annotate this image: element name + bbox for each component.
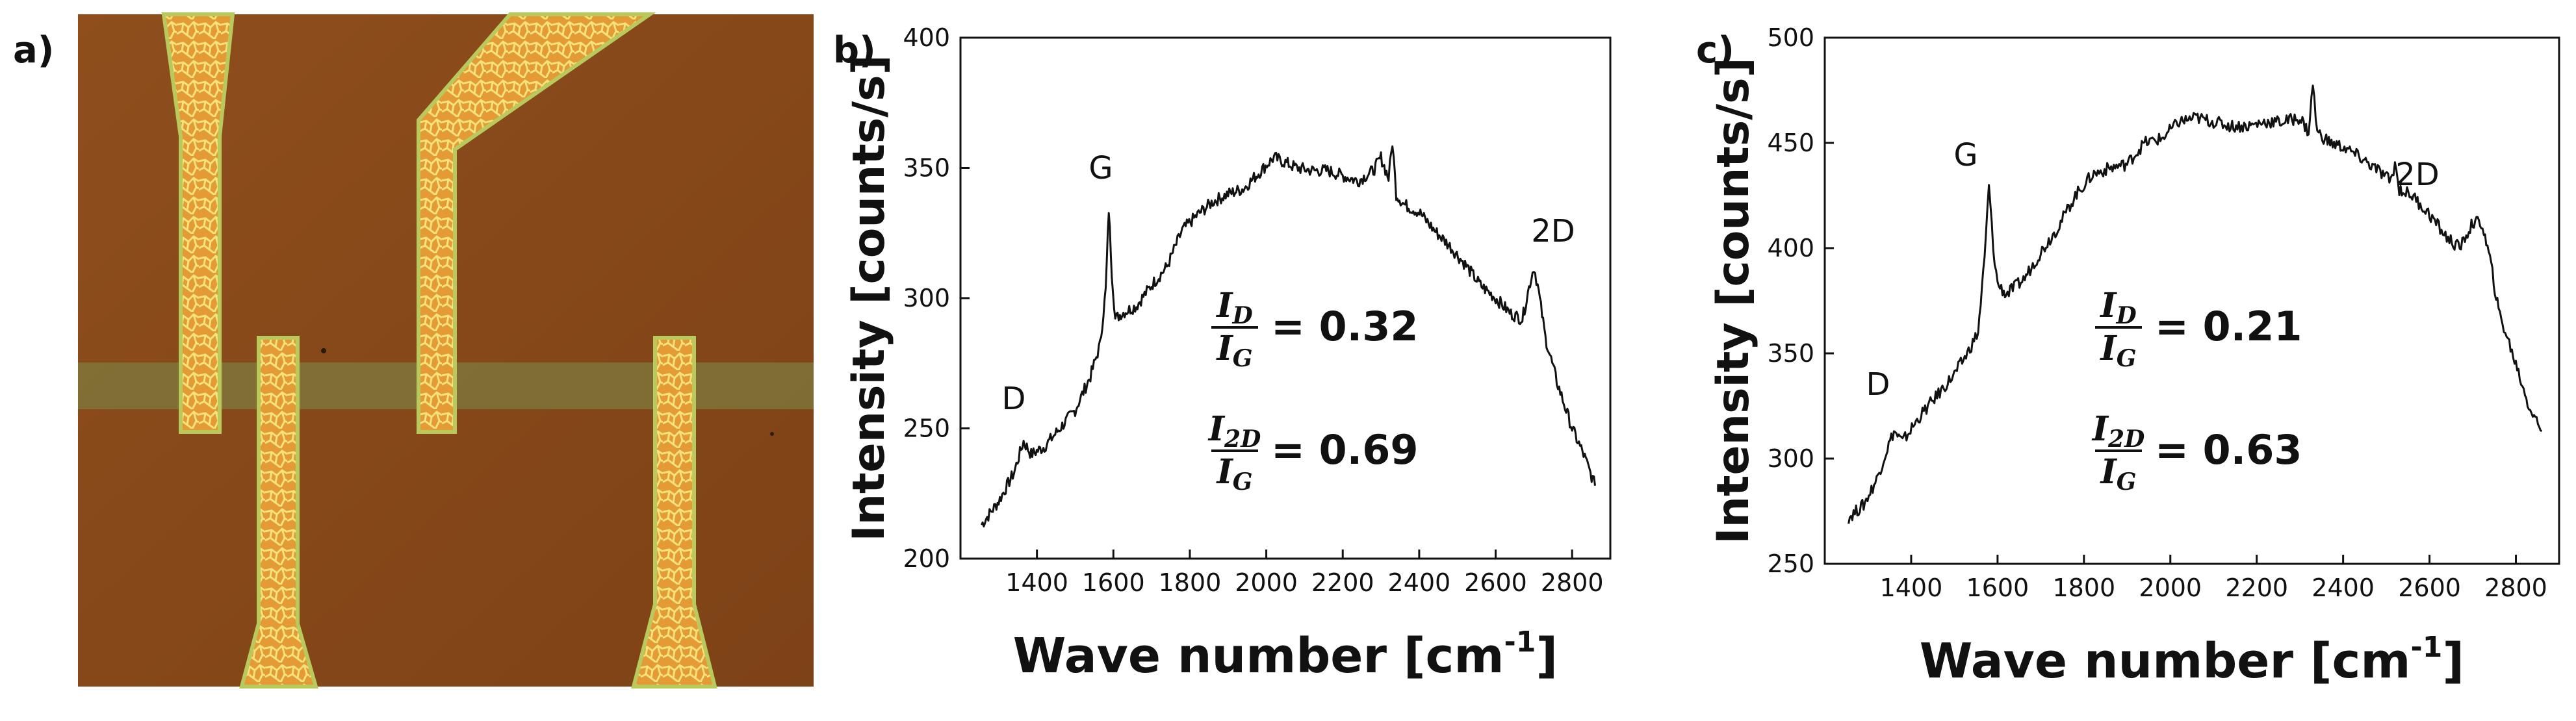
x-tick-label: 2800 — [2484, 574, 2547, 602]
ratio-numerator: I2D — [2091, 409, 2145, 453]
x-axis-title-sup: -1 — [1504, 626, 1536, 659]
x-tick-label: 2400 — [1388, 568, 1451, 597]
ratio-denominator: IG — [1215, 329, 1252, 372]
y-tick-label: 450 — [1767, 129, 1814, 157]
plot-frame — [1823, 36, 2560, 565]
x-tick-label: 2000 — [2139, 574, 2202, 602]
ratio-value: = 0.69 — [1271, 426, 1419, 474]
ratio-denominator: IG — [2099, 452, 2136, 496]
ratio-denominator-sub: G — [1233, 468, 1253, 496]
peak-label-d: D — [1002, 381, 1026, 417]
y-tick-label: 250 — [903, 414, 950, 443]
y-axis-title: Intensity [counts/s] — [844, 55, 895, 541]
ratio-denominator-sub: G — [2117, 468, 2137, 496]
ratio-value: = 0.63 — [2155, 426, 2302, 474]
panel-a-label: a) — [13, 29, 54, 71]
debris-dot — [321, 348, 326, 353]
y-tick-label: 400 — [903, 23, 950, 52]
panel-c-label: c) — [1696, 29, 1734, 71]
electrode-bottom-left — [239, 336, 318, 689]
ratio-numerator-sub: D — [2116, 302, 2137, 329]
y-tick-label: 200 — [903, 544, 950, 573]
electrode-top-angled — [417, 12, 656, 434]
ratio-denominator: IG — [1215, 452, 1252, 496]
x-tick-label: 1800 — [2052, 574, 2115, 602]
peak-label-g: G — [1088, 150, 1113, 186]
ratio-numerator: ID — [2099, 286, 2137, 329]
ratio-denominator-sub: G — [2117, 345, 2137, 372]
x-tick-label: 1600 — [1966, 574, 2029, 602]
electrode-bottom-right — [631, 336, 717, 689]
x-tick-label: 2600 — [2398, 574, 2461, 602]
x-axis-title-sup: -1 — [2411, 631, 2443, 664]
panel-b-label: b) — [833, 29, 876, 71]
x-tick-label: 1800 — [1159, 568, 1222, 597]
electrode-top-left — [161, 12, 235, 434]
x-tick-label: 1400 — [1880, 574, 1943, 602]
y-tick-label: 400 — [1767, 234, 1814, 262]
y-tick-label: 300 — [1767, 444, 1814, 473]
ratio-numerator-sub: 2D — [1224, 425, 1261, 453]
y-tick-label: 350 — [1767, 339, 1814, 368]
ratio-numerator-sub: 2D — [2107, 425, 2145, 453]
x-axis-title-end: ] — [1536, 628, 1558, 684]
x-tick-label: 1400 — [1005, 568, 1068, 597]
device-micrograph — [78, 12, 814, 689]
x-axis-title: Wave number [cm-1] — [1920, 631, 2465, 689]
y-tick-label: 250 — [1767, 550, 1814, 578]
raman-chart-b: 1400 1600 1800 2000 2200 2400 2600 2800 200 250 30… — [844, 23, 1612, 684]
x-tick-label: 2200 — [1311, 568, 1374, 597]
peak-label-g: G — [1953, 137, 1977, 173]
ratio-numerator: I2D — [1207, 409, 1261, 453]
x-tick-label: 2600 — [1464, 568, 1527, 597]
x-axis-title-end: ] — [2442, 633, 2464, 689]
ratio-denominator: IG — [2099, 329, 2136, 372]
y-axis-title: Intensity [counts/s] — [1708, 57, 1759, 544]
peak-label-2d: 2D — [1531, 213, 1575, 249]
debris-dot — [770, 432, 774, 436]
ratio-value: = 0.32 — [1271, 303, 1419, 350]
x-tick-label: 2000 — [1235, 568, 1298, 597]
ratio-denominator-sub: G — [1233, 345, 1253, 372]
ratio-numerator-sub: D — [1232, 302, 1253, 329]
spectrum-line — [981, 145, 1596, 527]
spectrum-line — [1848, 84, 2543, 524]
x-tick-label: 2400 — [2312, 574, 2375, 602]
ratio-value: = 0.21 — [2155, 303, 2302, 350]
x-tick-label: 1600 — [1082, 568, 1145, 597]
x-tick-label: 2800 — [1541, 568, 1604, 597]
x-axis-title: Wave number [cm-1] — [1013, 626, 1558, 684]
peak-label-d: D — [1866, 366, 1890, 403]
y-tick-label: 500 — [1767, 23, 1814, 52]
ratio-numerator: ID — [1215, 286, 1253, 329]
y-tick-label: 350 — [903, 154, 950, 183]
y-tick-label: 300 — [903, 284, 950, 312]
peak-label-2d: 2D — [2395, 157, 2440, 193]
x-tick-label: 2200 — [2225, 574, 2288, 602]
plot-frame — [959, 36, 1612, 560]
raman-chart-c: 1400 1600 1800 2000 2200 2400 2600 2800 250 300 35… — [1708, 23, 2560, 689]
